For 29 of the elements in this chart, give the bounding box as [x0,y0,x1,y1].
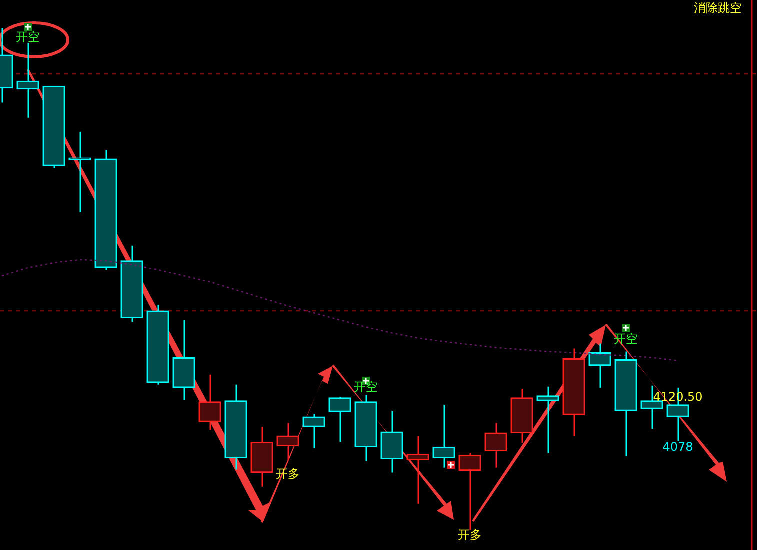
candlestick [354,394,378,462]
candlestick [328,396,352,443]
candlestick [458,452,482,531]
candlestick [146,304,170,386]
candlestick [276,422,300,461]
candlestick [250,426,274,488]
annotation: 开空 [16,30,40,44]
candlestick [68,131,92,213]
text: 消除跳空 [694,1,742,16]
annotation: 开空 [354,380,378,394]
candlestick [510,388,534,444]
candlestick [406,435,430,505]
candlestick [94,149,118,271]
candlestick [198,374,222,431]
candlestick [302,413,326,449]
candlestick [120,245,144,323]
candlestick [172,319,196,401]
candlestick [484,422,508,468]
candlestick [42,86,66,169]
candlestick [614,351,638,457]
candlestick [432,404,456,468]
candlestick [224,384,248,471]
annotation: 4078 [662,440,694,454]
candlestick [380,410,404,474]
annotation: 开多 [458,528,482,542]
candlestick [536,386,560,454]
candlestick [588,343,612,389]
candlestick [562,348,586,437]
candlestick [16,42,40,119]
